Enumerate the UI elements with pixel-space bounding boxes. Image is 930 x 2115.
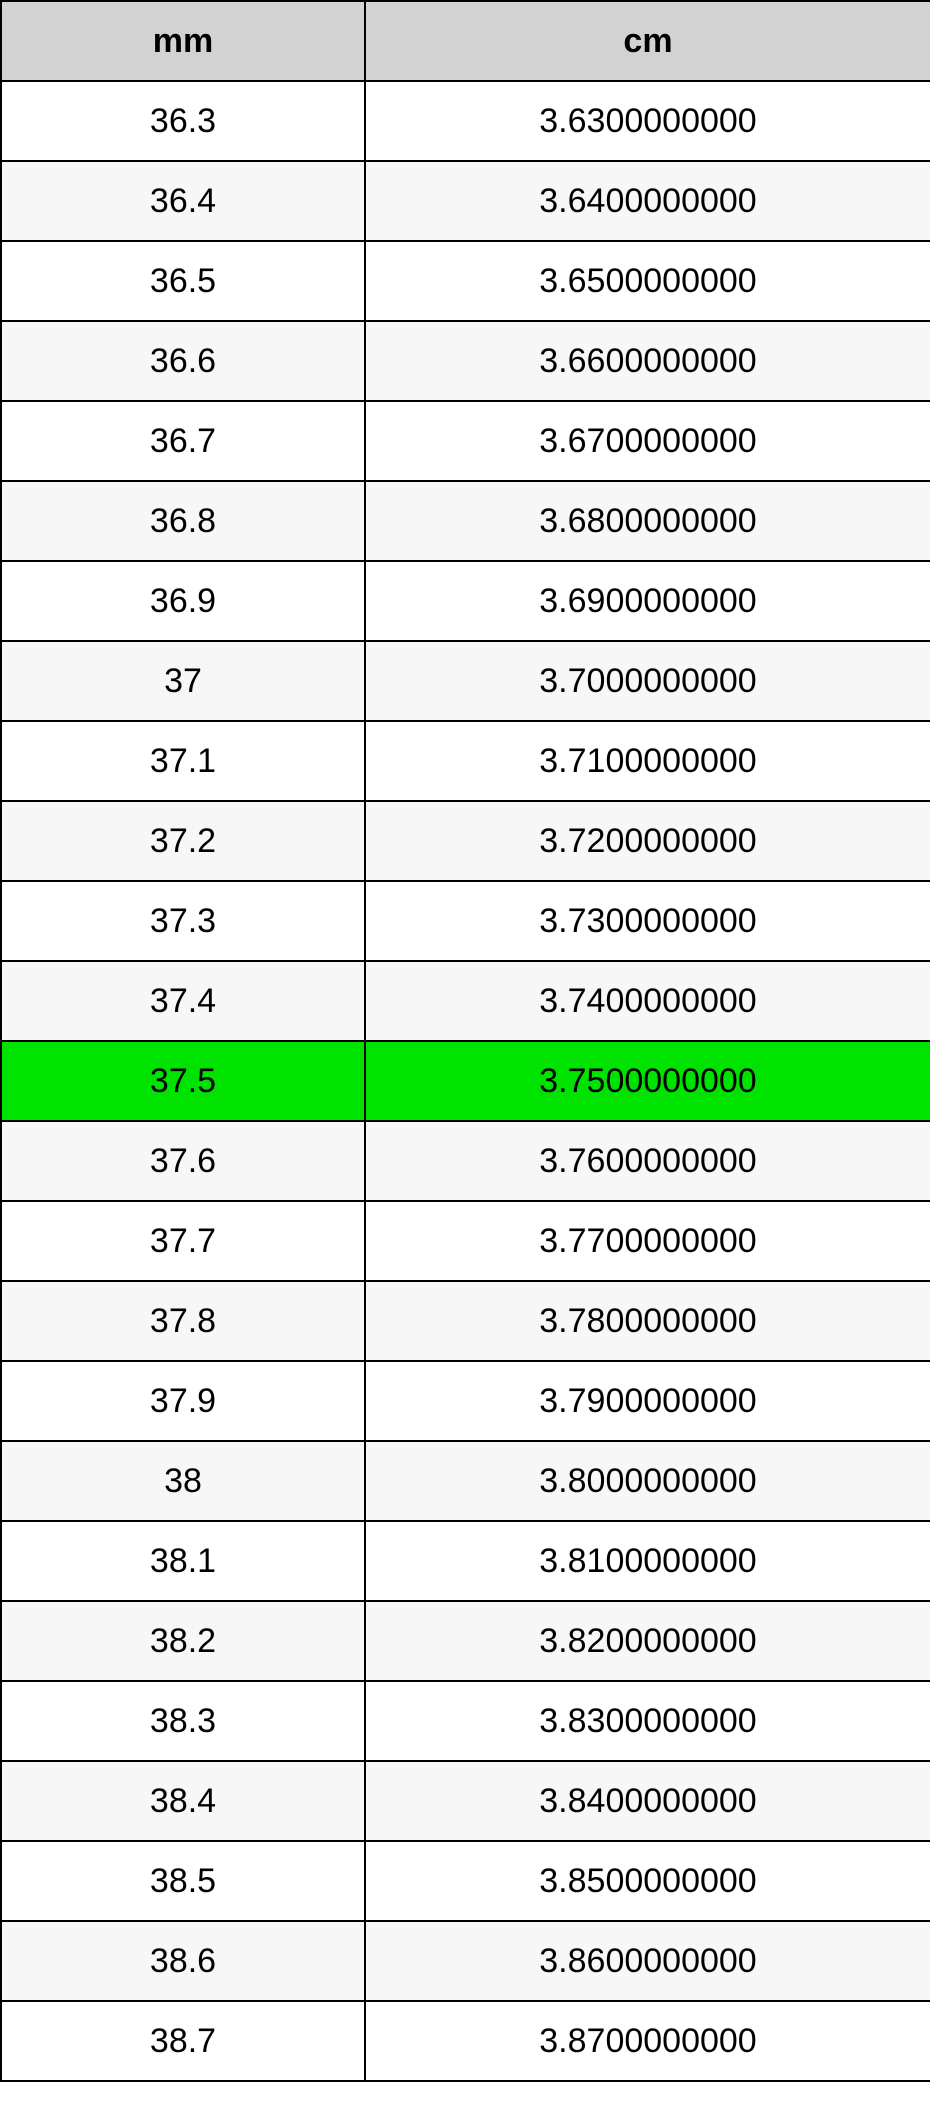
- cell-mm: 38.5: [1, 1841, 365, 1921]
- cell-cm: 3.8300000000: [365, 1681, 930, 1761]
- table-row: 383.8000000000: [1, 1441, 930, 1521]
- cell-cm: 3.6600000000: [365, 321, 930, 401]
- cell-cm: 3.6900000000: [365, 561, 930, 641]
- column-header-cm: cm: [365, 1, 930, 81]
- cell-mm: 37.5: [1, 1041, 365, 1121]
- cell-cm: 3.6800000000: [365, 481, 930, 561]
- cell-mm: 38.6: [1, 1921, 365, 2001]
- cell-mm: 37.3: [1, 881, 365, 961]
- cell-cm: 3.7700000000: [365, 1201, 930, 1281]
- table-header: mm cm: [1, 1, 930, 81]
- cell-mm: 37: [1, 641, 365, 721]
- cell-cm: 3.7300000000: [365, 881, 930, 961]
- cell-cm: 3.7800000000: [365, 1281, 930, 1361]
- cell-mm: 37.9: [1, 1361, 365, 1441]
- table-row: 37.33.7300000000: [1, 881, 930, 961]
- cell-mm: 38.7: [1, 2001, 365, 2081]
- cell-mm: 38: [1, 1441, 365, 1521]
- cell-mm: 38.1: [1, 1521, 365, 1601]
- cell-mm: 37.1: [1, 721, 365, 801]
- cell-cm: 3.6400000000: [365, 161, 930, 241]
- cell-mm: 36.7: [1, 401, 365, 481]
- table-row: 37.83.7800000000: [1, 1281, 930, 1361]
- cell-mm: 37.2: [1, 801, 365, 881]
- cell-mm: 36.4: [1, 161, 365, 241]
- cell-cm: 3.7400000000: [365, 961, 930, 1041]
- table-row: 37.73.7700000000: [1, 1201, 930, 1281]
- table-row: 36.43.6400000000: [1, 161, 930, 241]
- table-row: 38.43.8400000000: [1, 1761, 930, 1841]
- table-row: 37.13.7100000000: [1, 721, 930, 801]
- table-row: 38.13.8100000000: [1, 1521, 930, 1601]
- table-header-row: mm cm: [1, 1, 930, 81]
- cell-mm: 36.6: [1, 321, 365, 401]
- cell-cm: 3.8400000000: [365, 1761, 930, 1841]
- table-row: 36.93.6900000000: [1, 561, 930, 641]
- cell-cm: 3.7100000000: [365, 721, 930, 801]
- cell-mm: 38.4: [1, 1761, 365, 1841]
- cell-cm: 3.8100000000: [365, 1521, 930, 1601]
- table-row: 37.63.7600000000: [1, 1121, 930, 1201]
- cell-cm: 3.6700000000: [365, 401, 930, 481]
- conversion-table: mm cm 36.33.630000000036.43.640000000036…: [0, 0, 930, 2082]
- table-row: 36.63.6600000000: [1, 321, 930, 401]
- table-row: 36.53.6500000000: [1, 241, 930, 321]
- cell-cm: 3.7600000000: [365, 1121, 930, 1201]
- cell-mm: 36.3: [1, 81, 365, 161]
- table-row: 38.23.8200000000: [1, 1601, 930, 1681]
- table-row: 37.53.7500000000: [1, 1041, 930, 1121]
- table-row: 36.83.6800000000: [1, 481, 930, 561]
- cell-mm: 37.8: [1, 1281, 365, 1361]
- cell-cm: 3.8500000000: [365, 1841, 930, 1921]
- cell-mm: 38.2: [1, 1601, 365, 1681]
- cell-cm: 3.8700000000: [365, 2001, 930, 2081]
- cell-cm: 3.6300000000: [365, 81, 930, 161]
- cell-cm: 3.8000000000: [365, 1441, 930, 1521]
- cell-mm: 38.3: [1, 1681, 365, 1761]
- cell-cm: 3.7200000000: [365, 801, 930, 881]
- cell-mm: 36.5: [1, 241, 365, 321]
- table-row: 37.23.7200000000: [1, 801, 930, 881]
- cell-cm: 3.8200000000: [365, 1601, 930, 1681]
- cell-mm: 37.7: [1, 1201, 365, 1281]
- cell-cm: 3.8600000000: [365, 1921, 930, 2001]
- table-row: 37.93.7900000000: [1, 1361, 930, 1441]
- table-row: 37.43.7400000000: [1, 961, 930, 1041]
- cell-mm: 36.8: [1, 481, 365, 561]
- cell-mm: 37.6: [1, 1121, 365, 1201]
- table-body: 36.33.630000000036.43.640000000036.53.65…: [1, 81, 930, 2081]
- table-row: 36.73.6700000000: [1, 401, 930, 481]
- cell-cm: 3.7900000000: [365, 1361, 930, 1441]
- table-row: 38.63.8600000000: [1, 1921, 930, 2001]
- column-header-mm: mm: [1, 1, 365, 81]
- cell-cm: 3.7500000000: [365, 1041, 930, 1121]
- table-row: 36.33.6300000000: [1, 81, 930, 161]
- cell-cm: 3.6500000000: [365, 241, 930, 321]
- table-row: 373.7000000000: [1, 641, 930, 721]
- cell-mm: 37.4: [1, 961, 365, 1041]
- cell-mm: 36.9: [1, 561, 365, 641]
- table-row: 38.53.8500000000: [1, 1841, 930, 1921]
- cell-cm: 3.7000000000: [365, 641, 930, 721]
- table-row: 38.73.8700000000: [1, 2001, 930, 2081]
- table-row: 38.33.8300000000: [1, 1681, 930, 1761]
